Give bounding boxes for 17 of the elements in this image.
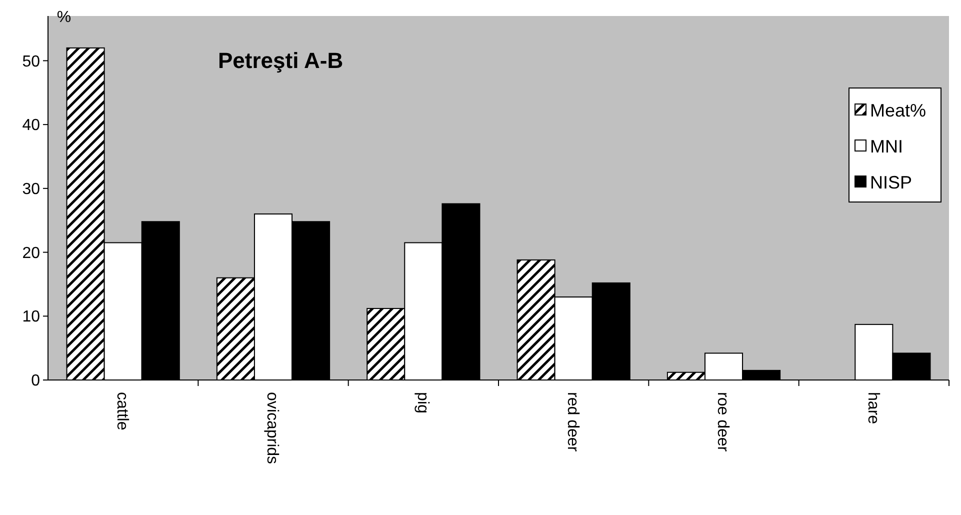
y-tick-label: 50: [22, 53, 40, 70]
text: Petreşti A-B: [218, 48, 344, 73]
y-tick-label: 30: [22, 181, 40, 198]
y-axis-title: %: [56, 9, 72, 26]
x-tick-label: pig: [414, 392, 431, 414]
y-tick-label: 0: [31, 372, 40, 390]
x-tick-label: roe deer: [714, 392, 732, 452]
x-tick-label: ovicaprids: [264, 392, 281, 464]
x-tick-label: red deer: [564, 392, 581, 452]
legend-label: NISP: [870, 172, 912, 192]
x-tick-label: cattle: [113, 392, 130, 430]
legend-label: MNI: [870, 136, 903, 156]
x-tick-label: hare: [864, 392, 882, 424]
legend-label: Meat%: [870, 100, 926, 120]
y-tick-label: 10: [22, 308, 40, 326]
y-tick-label: 20: [22, 244, 40, 262]
y-tick-label: 40: [22, 117, 40, 134]
